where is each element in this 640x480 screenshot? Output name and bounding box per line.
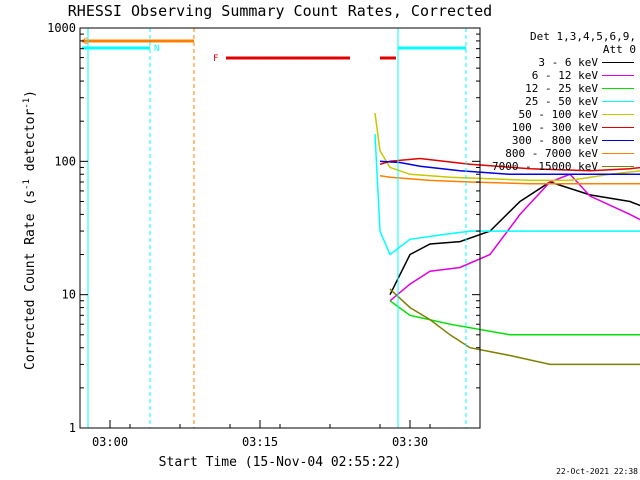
legend-item: 100 - 300 keV: [480, 121, 636, 134]
series-layer: [374, 113, 640, 366]
legend-item: 800 - 7000 keV: [480, 147, 636, 160]
legend-label: 100 - 300 keV: [511, 121, 598, 134]
legend-label: 7000 - 15000 keV: [492, 160, 598, 173]
x-axis-label: Start Time (15-Nov-04 02:55:22): [158, 455, 402, 470]
x-tick-label: 03:00: [92, 435, 128, 449]
legend-swatch: [602, 62, 634, 63]
legend-header-line1: Det 1,3,4,5,6,9,: [530, 30, 636, 43]
series-line: [389, 181, 640, 296]
legend-item: 300 - 800 keV: [480, 134, 636, 147]
y-axis-ticks: 1 10 100 1000: [47, 21, 480, 435]
y-tick-label: 100: [54, 154, 76, 168]
legend-label: 3 - 6 keV: [538, 56, 598, 69]
legend-item: 12 - 25 keV: [480, 82, 636, 95]
status-bands: C N F: [82, 37, 466, 64]
legend-swatch: [602, 153, 634, 154]
plot-frame: [79, 27, 481, 429]
series-line: [374, 113, 640, 182]
legend-label: 12 - 25 keV: [525, 82, 598, 95]
y-axis-label-mid: detector: [23, 108, 39, 180]
legend-label: 800 - 7000 keV: [505, 147, 598, 160]
chart-title: RHESSI Observing Summary Count Rates, Co…: [67, 2, 493, 20]
night-band-label: N: [154, 44, 159, 54]
vertical-markers: [87, 28, 467, 428]
legend-swatch: [602, 114, 634, 115]
legend-label: 6 - 12 keV: [531, 69, 598, 82]
legend-rows: 3 - 6 keV 6 - 12 keV 12 - 25 keV 25 - 50 ke…: [480, 56, 636, 173]
legend-swatch: [602, 127, 634, 128]
flare-band-label: F: [213, 54, 218, 64]
y-tick-label: 1000: [47, 21, 76, 35]
attenuator-band-label: C: [83, 37, 88, 47]
legend-item: 6 - 12 keV: [480, 69, 636, 82]
y-axis-label-exp1: -1: [21, 179, 32, 190]
legend-item: 7000 - 15000 keV: [480, 160, 636, 173]
x-axis-ticks: 03:00 03:15 03:30: [79, 420, 481, 449]
y-tick-label: 10: [62, 288, 76, 302]
legend-label: 300 - 800 keV: [511, 134, 598, 147]
legend-item: 3 - 6 keV: [480, 56, 636, 69]
y-axis-label-exp2: -1: [21, 97, 32, 109]
legend: Det 1,3,4,5,6,9, Att 0 3 - 6 keV 6 - 12 k…: [480, 30, 636, 173]
legend-header-line2: Att 0: [602, 43, 636, 56]
x-tick-label: 03:15: [242, 435, 278, 449]
series-line: [374, 134, 640, 256]
legend-item: 50 - 100 keV: [480, 108, 636, 121]
series-line: [379, 157, 640, 172]
legend-item: 25 - 50 keV: [480, 95, 636, 108]
x-tick-label: 03:30: [392, 435, 428, 449]
series-line: [379, 160, 640, 176]
y-axis-label-text: Corrected Count Rate (s: [23, 189, 39, 370]
series-line: [389, 288, 640, 366]
series-line: [379, 174, 640, 185]
y-tick-label: 1: [69, 421, 76, 435]
legend-swatch: [602, 140, 634, 141]
y-axis-label-end: ): [23, 90, 39, 98]
series-line: [389, 173, 640, 302]
legend-label: 50 - 100 keV: [518, 108, 598, 121]
legend-swatch: [602, 101, 634, 102]
legend-label: 25 - 50 keV: [525, 95, 598, 108]
timestamp: 22-Oct-2021 22:38: [556, 467, 638, 476]
legend-swatch: [602, 88, 634, 89]
y-axis-label: Corrected Count Rate (s-1 detector-1): [22, 90, 38, 370]
legend-swatch: [602, 75, 634, 76]
series-line: [389, 300, 640, 336]
legend-swatch: [602, 166, 634, 167]
